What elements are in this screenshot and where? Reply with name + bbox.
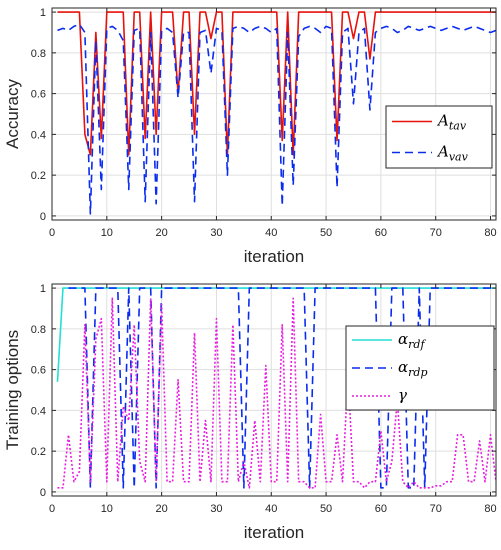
x-tick-label: 30 [210, 503, 222, 515]
y-tick-label: 0 [40, 487, 46, 499]
x-tick-label: 80 [484, 227, 496, 239]
x-tick-label: 0 [49, 227, 55, 239]
x-tick-label: 10 [101, 227, 113, 239]
x-tick-label: 20 [156, 503, 168, 515]
x-tick-label: 60 [375, 503, 387, 515]
x-tick-label: 50 [320, 503, 332, 515]
legend-label: Atav [436, 112, 467, 133]
x-tick-label: 50 [320, 227, 332, 239]
y-axis-label: Accuracy [3, 79, 22, 149]
y-tick-label: 0.8 [31, 324, 46, 336]
x-tick-label: 0 [49, 503, 55, 515]
axes-box [51, 283, 497, 497]
x-tick-label: 70 [430, 503, 442, 515]
x-tick-label: 70 [430, 227, 442, 239]
y-tick-label: 0.8 [31, 48, 46, 60]
x-axis-label: iteration [244, 247, 304, 266]
legend-label: Avav [436, 143, 469, 164]
x-tick-label: 10 [101, 503, 113, 515]
x-tick-label: 80 [484, 503, 496, 515]
y-tick-label: 0.2 [31, 446, 46, 458]
x-tick-label: 60 [375, 227, 387, 239]
y-tick-label: 0 [40, 211, 46, 223]
legend: αrdf αrdp γ [345, 325, 495, 411]
x-tick-label: 20 [156, 227, 168, 239]
x-tick-label: 30 [210, 227, 222, 239]
legend: Atav Avav [385, 105, 493, 169]
x-axis-label: iteration [244, 523, 304, 542]
chart-panel-2: 0 10 20 30 40 50 60 70 80 0 0.2 0.4 0.6 0.8 1 iteration… [3, 283, 497, 542]
legend-label: αrdf [398, 330, 426, 351]
axes-box [51, 7, 497, 221]
y-tick-label: 0.2 [31, 170, 46, 182]
y-tick-label: 0.4 [31, 129, 46, 141]
y-tick-label: 0.6 [31, 89, 46, 101]
legend-box [385, 105, 493, 169]
y-tick-label: 0.6 [31, 365, 46, 377]
series-line-A-vav [57, 23, 497, 215]
x-tick-label: 40 [265, 503, 277, 515]
legend-label: αrdp [398, 358, 427, 379]
y-axis-label: Training options [3, 330, 22, 450]
y-tick-label: 0.4 [31, 405, 46, 417]
y-tick-label: 1 [40, 7, 46, 19]
legend-label: γ [398, 386, 407, 404]
series-line-A-tav [57, 11, 496, 156]
y-tick-label: 1 [40, 283, 46, 295]
chart-panel-1: 0 10 20 30 40 50 60 70 80 0 0.2 0.4 0.6 0.8 1 iteration… [3, 7, 497, 266]
x-tick-label: 40 [265, 227, 277, 239]
